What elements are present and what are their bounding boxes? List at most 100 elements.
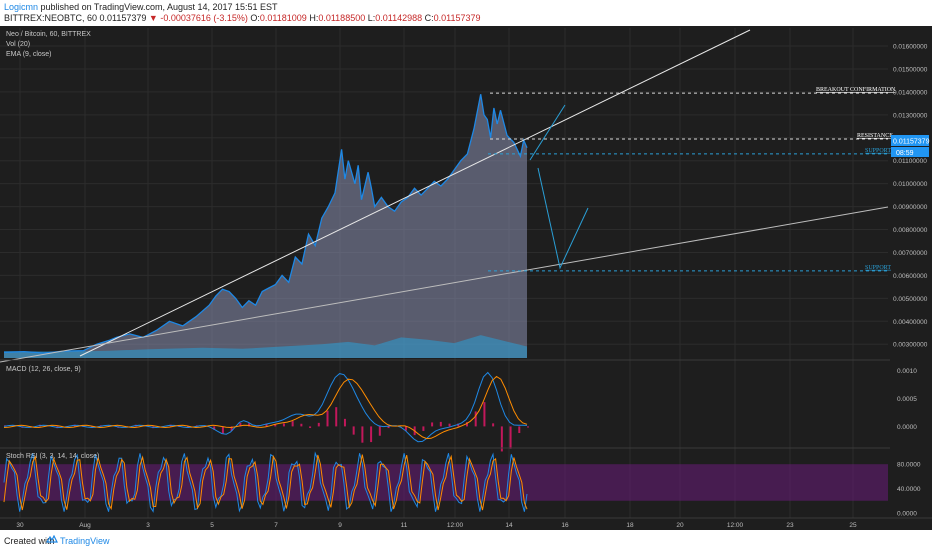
time-axis-tick: 18 (626, 522, 634, 529)
time-axis-tick: 20 (676, 522, 684, 529)
last-price-badge (891, 135, 929, 146)
macd-line (3, 371, 528, 443)
ohlc-c-value: 0.01157379 (433, 13, 481, 23)
stoch-d-line (3, 454, 528, 511)
footer: Created with TradingView (0, 530, 932, 550)
macd-axis-tick: 0.0000 (897, 424, 917, 431)
symbol-line: BITTREX:NEOBTC, 60 0.01157379 ▼ -0.00037… (4, 13, 481, 23)
time-axis-tick: 3 (146, 522, 150, 529)
stoch-axis-tick: 0.0000 (897, 510, 917, 517)
time-axis-tick: 16 (561, 522, 569, 529)
price-axis-tick: 0.00500000 (893, 296, 928, 303)
price-axis-tick: 0.01400000 (893, 89, 928, 96)
price-axis-tick: 0.00700000 (893, 250, 928, 257)
macd-signal-line (3, 375, 528, 440)
macd-histogram-bar (518, 426, 521, 434)
time-axis-tick: 12:00 (727, 522, 744, 529)
macd-histogram-bar (265, 423, 268, 427)
macd-histogram-bar (309, 426, 312, 429)
macd-histogram-bar (282, 423, 285, 427)
stoch-axis: 80.0000 40.0000 0.0000 (897, 462, 921, 518)
level-label: SUPPORT (865, 265, 891, 271)
time-axis-tick: 7 (274, 522, 278, 529)
price-axis-tick: 0.00300000 (893, 342, 928, 349)
macd-histogram-bar (465, 422, 468, 427)
legend-volume: Vol (20) (6, 41, 30, 48)
macd-axis: 0.0010 0.0005 0.0000 (897, 368, 917, 431)
macd-histogram-bar (221, 426, 224, 434)
level-label: RESISTANCE (857, 133, 893, 139)
macd-histogram-bar (352, 426, 355, 435)
ohlc-o-label: O: (250, 13, 260, 23)
time-axis-tick: 23 (786, 522, 794, 529)
macd-histogram-bar (404, 426, 407, 431)
macd-histogram-bar (422, 426, 425, 431)
macd-histogram-bar (248, 423, 251, 427)
macd-histogram-bar (239, 422, 242, 427)
macd-histogram-bar (370, 426, 373, 443)
macd-histogram-bar (230, 426, 233, 431)
price-axis-tick: 0.01100000 (893, 158, 927, 165)
time-axis-tick: 5 (210, 522, 214, 529)
level-label: SUPPORT (865, 148, 891, 154)
price-axis[interactable]: 0.01600000 0.01500000 0.01400000 0.01300000… (893, 44, 928, 349)
stoch-rsi-pane: Stoch RSI (3, 3, 14, 14, close) (0, 447, 890, 513)
macd-histogram-bar (527, 426, 529, 428)
trendline-steep (79, 29, 751, 357)
macd-histogram-bar (274, 424, 277, 427)
ohlc-o-value: 0.01181009 (259, 13, 307, 23)
macd-label: MACD (12, 26, close, 9) (6, 366, 81, 373)
time-axis-tick: 30 (16, 522, 24, 529)
time-axis-tick: 14 (505, 522, 513, 529)
projection-arrow-down-up (537, 167, 589, 270)
volume-area (4, 335, 527, 358)
macd-histogram-bar (483, 402, 486, 427)
price-axis-tick: 0.01600000 (893, 44, 928, 51)
author-link[interactable]: Logicmn (4, 2, 39, 12)
annotation-lines: BREAKOUT CONFIRMATION RESISTANCE SUPPORT SU… (488, 87, 896, 272)
macd-histogram-bar (474, 411, 477, 427)
price-axis-tick: 0.00900000 (893, 204, 928, 211)
macd-histogram-bar (457, 423, 460, 427)
symbol-info: BITTREX:NEOBTC, 60 0.01157379 (4, 13, 147, 23)
stoch-rsi-label: Stoch RSI (3, 3, 14, 14, close) (6, 453, 99, 460)
macd-histogram-bar (361, 426, 364, 443)
tradingview-brand-link[interactable]: TradingView (60, 536, 110, 546)
macd-histogram-bar (431, 422, 434, 427)
price-axis-tick: 0.00600000 (893, 273, 928, 280)
price-axis-tick: 0.00400000 (893, 319, 928, 326)
macd-histogram-bar (509, 426, 512, 449)
legend-title: Neo / Bitcoin, 60, BITTREX (6, 31, 91, 38)
level-label: BREAKOUT CONFIRMATION (816, 87, 896, 93)
time-axis-tick: Aug (79, 522, 91, 529)
stoch-axis-tick: 40.0000 (897, 486, 921, 493)
macd-histogram-bar (492, 423, 495, 427)
chart-canvas[interactable]: BREAKOUT CONFIRMATION RESISTANCE SUPPORT SU… (0, 26, 932, 530)
macd-histogram-bar (335, 407, 338, 427)
macd-histogram-bar (300, 423, 303, 427)
price-change: ▼ -0.00037616 (-3.15%) (148, 13, 248, 23)
last-price-badge-text: 0.01157379 (893, 139, 930, 146)
macd-axis-tick: 0.0010 (897, 368, 917, 375)
time-axis[interactable]: 30 Aug 3 5 7 9 11 12:00 14 16 18 20 12:00 23 25 (16, 522, 857, 529)
trendline-shallow (0, 206, 889, 363)
time-axis-tick: 12:00 (447, 522, 464, 529)
price-line (3, 94, 528, 354)
publish-info: published on TradingView.com, August 14,… (40, 2, 278, 12)
countdown-badge (891, 147, 929, 157)
countdown-badge-text: 08:59 (896, 150, 914, 157)
ohlc-l-value: 0.01142988 (375, 13, 423, 23)
price-axis-tick: 0.01300000 (893, 112, 928, 119)
price-axis-tick: 0.01500000 (893, 66, 928, 73)
time-axis-tick: 11 (401, 522, 408, 529)
publish-line: Logicmn published on TradingView.com, Au… (4, 2, 278, 12)
ohlc-h-value: 0.01188500 (318, 13, 366, 23)
macd-histogram-bar (291, 421, 294, 427)
projection-arrow-up (529, 104, 566, 161)
price-axis-tick: 0.01000000 (893, 181, 928, 188)
ohlc-c-label: C: (424, 13, 434, 23)
macd-histogram-bar (500, 426, 503, 452)
macd-histogram-bar (317, 422, 320, 427)
time-axis-bg (0, 518, 932, 530)
stoch-axis-tick: 80.0000 (897, 462, 921, 469)
